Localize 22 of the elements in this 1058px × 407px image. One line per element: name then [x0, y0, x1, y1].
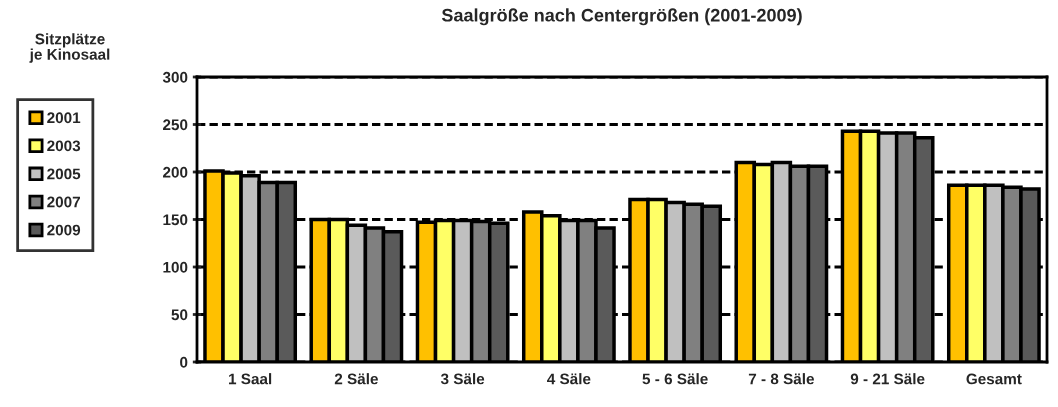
x-tick-label: 5 - 6 Säle — [642, 373, 708, 385]
x-tick-label: 9 - 21 Säle — [850, 373, 925, 385]
legend-label: 2005 — [47, 168, 81, 180]
y-axis-title: Sitzplätze je Kinosaal — [29, 33, 110, 63]
x-tick-label: Gesamt — [966, 373, 1022, 385]
x-tick-label: 1 Saal — [229, 373, 272, 385]
legend-label: 2007 — [47, 196, 80, 208]
legend-label: 2001 — [47, 112, 81, 124]
x-tick-label: 7 - 8 Säle — [748, 373, 814, 385]
y-tick-label: 50 — [171, 309, 188, 321]
y-tick-label: 250 — [163, 119, 188, 131]
x-tick-label: 3 Säle — [440, 373, 485, 385]
x-tick-label: 4 Säle — [547, 373, 591, 385]
x-tick-label: 2 Säle — [334, 373, 378, 385]
y-tick-label: 300 — [162, 71, 188, 83]
legend-label: 2009 — [47, 224, 81, 236]
chart-title: Saalgröße nach Centergrößen (2001-2009) — [441, 8, 802, 26]
y-tick-label: 150 — [163, 214, 188, 226]
legend-label: 2003 — [47, 140, 81, 152]
y-tick-label: 0 — [180, 356, 188, 368]
y-tick-label: 200 — [163, 166, 188, 178]
y-tick-label: 100 — [163, 261, 188, 273]
